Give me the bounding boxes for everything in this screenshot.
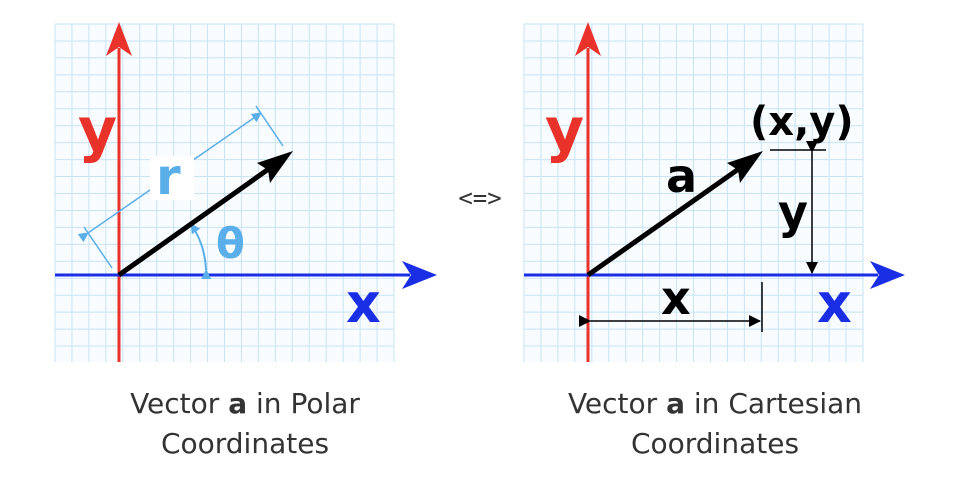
polar-y-axis-label: y: [78, 95, 117, 165]
polar-theta-label: θ: [216, 219, 245, 268]
cartesian-grid: [523, 23, 864, 362]
cartesian-y-axis-label: y: [545, 95, 584, 165]
polar-panel: y x r θ: [54, 22, 437, 362]
polar-caption: Vector a in Polar Coordinates: [90, 384, 400, 464]
polar-caption-prefix: Vector: [130, 387, 220, 420]
cartesian-panel: y x a (x,y) y x: [523, 22, 905, 362]
cartesian-x-dimension: [579, 282, 763, 332]
cartesian-x-axis: [524, 261, 905, 289]
cartesian-caption-line2: Coordinates: [630, 427, 800, 460]
cartesian-caption: Vector a in Cartesian Coordinates: [525, 384, 905, 464]
cartesian-vector-arrow: [586, 151, 763, 278]
cartesian-y-measure-label: y: [778, 185, 808, 239]
cartesian-y-axis: [575, 22, 601, 362]
cartesian-vector-label: a: [666, 149, 697, 203]
cartesian-x-measure-label: x: [661, 271, 691, 325]
cartesian-caption-line1: Vector a in Cartesian: [525, 384, 905, 424]
polar-x-axis: [55, 261, 437, 289]
cartesian-y-dimension: [770, 141, 826, 274]
polar-caption-line2: Coordinates: [160, 427, 330, 460]
polar-caption-suffix: in Polar: [256, 387, 360, 420]
polar-r-label: r: [156, 148, 181, 206]
r-label-background: [150, 156, 194, 200]
polar-caption-line1: Vector a in Polar: [90, 384, 400, 424]
polar-x-axis-label: x: [346, 272, 381, 335]
cartesian-caption-vector: a: [666, 387, 685, 420]
polar-grid: [54, 23, 395, 362]
polar-angle-arc: [190, 223, 212, 280]
equivalence-symbol: <=>: [458, 184, 501, 212]
cartesian-caption-prefix: Vector: [567, 387, 658, 420]
cartesian-x-axis-label: x: [817, 272, 852, 335]
polar-vector-arrow: [117, 151, 293, 278]
cartesian-caption-suffix: in Cartesian: [693, 387, 863, 420]
polar-caption-vector: a: [228, 387, 248, 420]
cartesian-point-label: (x,y): [750, 99, 854, 145]
